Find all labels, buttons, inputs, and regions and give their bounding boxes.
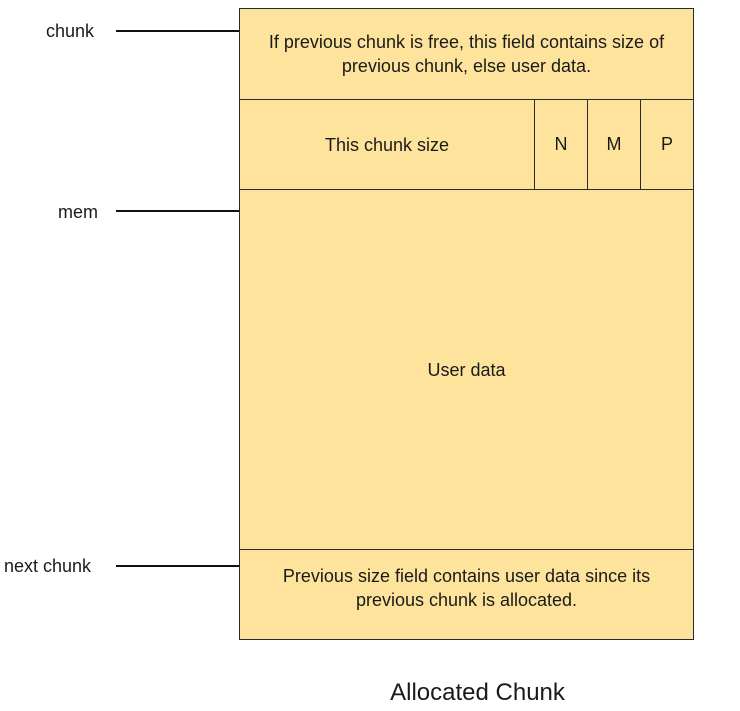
pointer-arrow-chunk xyxy=(116,25,253,37)
prev-size-field: If previous chunk is free, this field co… xyxy=(240,9,693,100)
chunk-size-field: This chunk size N M P xyxy=(240,100,693,190)
flag-m: M xyxy=(587,100,640,189)
flag-p: P xyxy=(640,100,693,189)
chunk-size-text: This chunk size xyxy=(324,134,450,155)
pointer-label-next-chunk: next chunk xyxy=(4,556,92,576)
next-prev-size-text: Previous size field contains user data s… xyxy=(282,565,651,610)
user-data-field: User data xyxy=(240,190,693,550)
pointer-arrow-mem xyxy=(116,205,253,217)
pointer-label-chunk: chunk xyxy=(46,21,95,41)
prev-size-text: If previous chunk is free, this field co… xyxy=(268,32,665,76)
allocated-chunk-diagram: If previous chunk is free, this field co… xyxy=(239,8,694,640)
user-data-text: User data xyxy=(427,359,506,380)
pointer-label-mem: mem xyxy=(58,202,98,222)
flag-n: N xyxy=(534,100,587,189)
pointer-arrow-next-chunk xyxy=(116,560,253,572)
next-prev-size-field: Previous size field contains user data s… xyxy=(240,550,693,639)
diagram-caption: Allocated Chunk xyxy=(390,679,565,706)
